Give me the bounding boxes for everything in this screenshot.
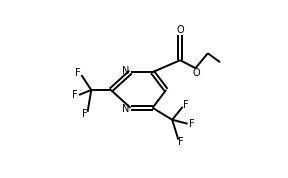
Text: F: F bbox=[82, 109, 87, 119]
Text: O: O bbox=[193, 69, 200, 78]
Text: F: F bbox=[189, 119, 195, 129]
Text: F: F bbox=[72, 90, 77, 100]
Text: F: F bbox=[183, 100, 189, 110]
Text: O: O bbox=[176, 25, 184, 35]
Text: N: N bbox=[122, 104, 129, 114]
Text: F: F bbox=[178, 137, 184, 147]
Text: F: F bbox=[75, 68, 81, 78]
Text: N: N bbox=[122, 66, 129, 76]
